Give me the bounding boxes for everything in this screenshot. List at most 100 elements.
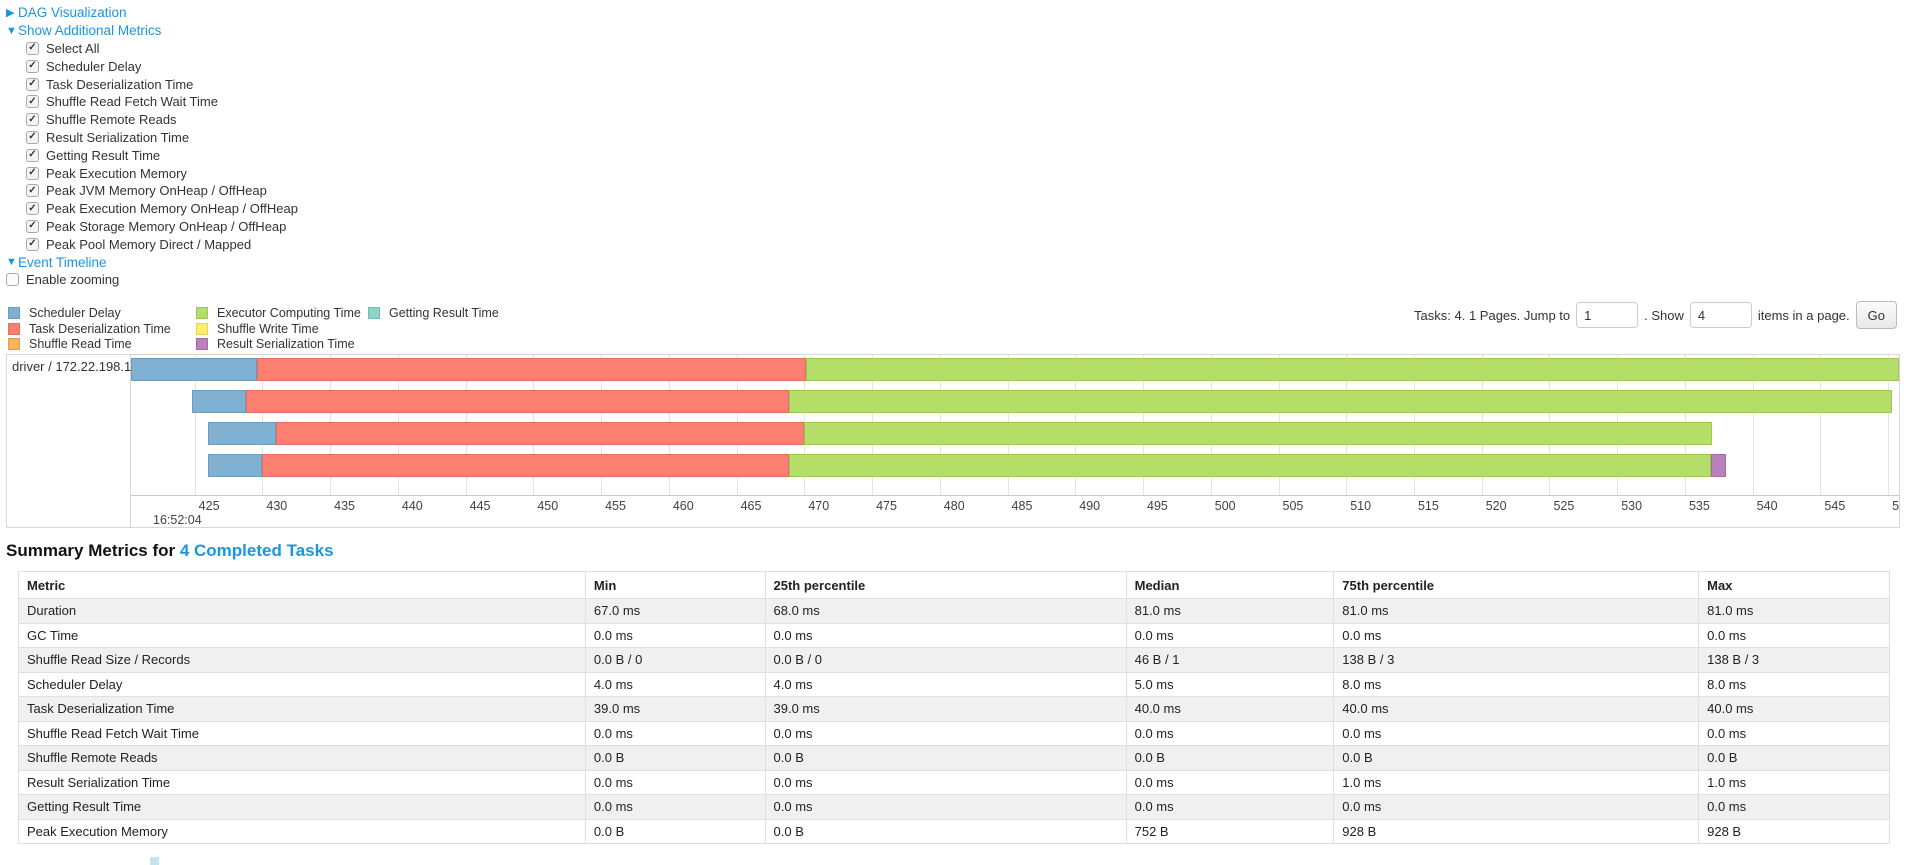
enable-zooming-checkbox[interactable] <box>6 273 19 287</box>
metric-checkbox-label: Peak Storage Memory OnHeap / OffHeap <box>46 218 287 234</box>
metric-name-cell: Shuffle Read Size / Records <box>18 647 586 673</box>
show-additional-metrics-link[interactable]: Show Additional Metrics <box>18 23 162 39</box>
pagination-mid-label: . Show <box>1644 307 1684 323</box>
table-row: GC Time 0.0 ms 0.0 ms 0.0 ms 0.0 ms 0.0 ms <box>18 622 1890 648</box>
metric-checkbox-row: ✓ Getting Result Time <box>6 146 298 164</box>
metric-value-cell: 928 B <box>1333 818 1700 844</box>
jump-to-page-input[interactable] <box>1576 302 1639 328</box>
legend-item: Shuffle Write Time <box>196 321 368 337</box>
legend-label: Task Deserialization Time <box>29 321 171 336</box>
metric-checkbox-row: ✓ Peak Execution Memory OnHeap / OffHeap <box>6 200 298 218</box>
metric-checkbox-row: ✓ Peak Storage Memory OnHeap / OffHeap <box>6 218 298 236</box>
metric-checkbox-label: Select All <box>46 40 100 56</box>
task-segment-scheduler_delay[interactable] <box>191 390 247 413</box>
task-segment-result_serialization[interactable] <box>1710 454 1726 477</box>
table-row: Duration 67.0 ms 68.0 ms 81.0 ms 81.0 ms 81.0… <box>18 598 1890 624</box>
axis-tick-label: 500 <box>1214 499 1236 513</box>
metric-value-cell: 0.0 ms <box>1333 622 1700 648</box>
metric-checkbox-row: ✓ Peak JVM Memory OnHeap / OffHeap <box>6 182 298 200</box>
task-segment-task_deserialization[interactable] <box>256 358 806 381</box>
metric-checkbox[interactable]: ✓ <box>26 59 39 73</box>
legend-item: Task Deserialization Time <box>8 321 196 337</box>
event-timeline-toggle[interactable]: ▼ Event Timeline <box>6 253 298 271</box>
axis-gridline <box>194 355 196 495</box>
legend-item: Executor Computing Time <box>196 305 368 321</box>
metric-value-cell: 67.0 ms <box>584 598 766 624</box>
metric-checkbox[interactable]: ✓ <box>26 237 39 251</box>
dag-visualization-toggle[interactable]: ▶ DAG Visualization <box>6 4 298 22</box>
metric-value-cell: 0.0 B <box>764 745 1127 771</box>
completed-tasks-link[interactable]: 4 Completed Tasks <box>179 541 334 560</box>
axis-tick-label: 530 <box>1621 499 1643 513</box>
metric-checkbox[interactable]: ✓ <box>26 202 39 216</box>
metric-checkbox[interactable]: ✓ <box>26 77 39 91</box>
pagination-suffix-label: items in a page. <box>1757 307 1850 323</box>
metric-checkbox[interactable]: ✓ <box>26 184 39 198</box>
table-column-header: Max <box>1698 571 1890 599</box>
table-column-header: Min <box>584 571 766 599</box>
task-segment-scheduler_delay[interactable] <box>131 358 257 381</box>
axis-tick-label: 440 <box>401 499 423 513</box>
metric-checkbox-label: Peak JVM Memory OnHeap / OffHeap <box>46 183 267 199</box>
metric-name-cell: Result Serialization Time <box>18 769 586 795</box>
axis-tick-label: 465 <box>740 499 762 513</box>
metric-checkbox[interactable]: ✓ <box>26 113 39 127</box>
axis-tick-label: 480 <box>943 499 965 513</box>
timeline-group-column: driver / 172.22.198.104 <box>7 355 146 527</box>
axis-gridline <box>1888 355 1890 495</box>
timeline-axis: 16:52:04 425 430 435 440 445 450 455 460 465 470 4… <box>131 496 1899 527</box>
metric-value-cell: 0.0 ms <box>1698 622 1890 648</box>
metric-checkbox-row: ✓ Shuffle Remote Reads <box>6 111 298 129</box>
clipped-element-below-fold <box>150 857 159 865</box>
metric-value-cell: 5.0 ms <box>1125 671 1335 697</box>
task-segment-executor_computing[interactable] <box>804 422 1713 445</box>
metric-checkbox[interactable]: ✓ <box>26 148 39 162</box>
collapsed-arrow-icon: ▶ <box>6 7 15 20</box>
metric-value-cell: 752 B <box>1125 818 1335 844</box>
metric-checkbox[interactable]: ✓ <box>26 219 39 233</box>
metric-checkbox-row: ✓ Task Deserialization Time <box>6 75 298 93</box>
stage-controls-panel: ▶ DAG Visualization ▼ Show Additional Me… <box>6 4 298 289</box>
task-segment-executor_computing[interactable] <box>789 454 1711 477</box>
metric-value-cell: 0.0 ms <box>1125 720 1335 746</box>
metric-value-cell: 0.0 ms <box>1125 769 1335 795</box>
shuffle_read-swatch-icon <box>8 338 20 351</box>
table-row: Peak Execution Memory 0.0 B 0.0 B 752 B 928 … <box>18 818 1890 844</box>
metric-checkbox[interactable]: ✓ <box>26 130 39 144</box>
metric-value-cell: 138 B / 3 <box>1333 647 1700 673</box>
metric-checkbox[interactable]: ✓ <box>26 41 39 55</box>
metric-value-cell: 39.0 ms <box>584 696 766 722</box>
metric-value-cell: 40.0 ms <box>1333 696 1700 722</box>
timeline-plot-area <box>131 355 1899 496</box>
metric-value-cell: 4.0 ms <box>584 671 766 697</box>
metric-value-cell: 0.0 ms <box>1333 720 1700 746</box>
event-timeline-link[interactable]: Event Timeline <box>18 254 107 270</box>
show-additional-metrics-toggle[interactable]: ▼ Show Additional Metrics <box>6 22 298 40</box>
metric-name-cell: Shuffle Remote Reads <box>18 745 586 771</box>
metric-value-cell: 46 B / 1 <box>1125 647 1335 673</box>
items-per-page-input[interactable] <box>1689 302 1752 328</box>
axis-gridline <box>1820 355 1822 495</box>
dag-visualization-link[interactable]: DAG Visualization <box>18 5 127 21</box>
task-segment-scheduler_delay[interactable] <box>208 454 263 477</box>
task-segment-executor_computing[interactable] <box>805 358 1899 381</box>
task-segment-task_deserialization[interactable] <box>275 422 805 445</box>
metric-checkbox-label: Peak Pool Memory Direct / Mapped <box>46 236 252 252</box>
legend-item: Result Serialization Time <box>196 337 368 353</box>
metric-value-cell: 0.0 ms <box>764 769 1127 795</box>
axis-major-time-label: 16:52:04 <box>153 513 202 527</box>
task-segment-scheduler_delay[interactable] <box>208 422 276 445</box>
metric-checkbox[interactable]: ✓ <box>26 166 39 180</box>
task-segment-task_deserialization[interactable] <box>246 390 790 413</box>
metric-checkbox-label: Scheduler Delay <box>46 58 142 74</box>
go-button[interactable]: Go <box>1855 301 1897 329</box>
table-column-header: Median <box>1125 571 1335 599</box>
task-segment-task_deserialization[interactable] <box>262 454 790 477</box>
metric-value-cell: 39.0 ms <box>764 696 1127 722</box>
metric-value-cell: 0.0 ms <box>584 794 766 820</box>
metric-value-cell: 0.0 B / 0 <box>584 647 766 673</box>
metric-checkbox[interactable]: ✓ <box>26 95 39 109</box>
task-segment-executor_computing[interactable] <box>789 390 1893 413</box>
metric-name-cell: Task Deserialization Time <box>18 696 586 722</box>
metric-value-cell: 81.0 ms <box>1125 598 1335 624</box>
